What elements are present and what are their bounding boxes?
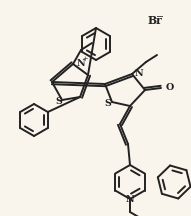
- Text: Br: Br: [148, 14, 163, 25]
- Text: +: +: [82, 56, 88, 62]
- Text: S: S: [104, 100, 111, 108]
- Text: N: N: [77, 59, 86, 68]
- Text: S: S: [56, 97, 62, 106]
- Text: −: −: [156, 11, 164, 21]
- Text: O: O: [166, 84, 174, 92]
- Text: N: N: [126, 194, 134, 203]
- Text: N: N: [135, 70, 144, 78]
